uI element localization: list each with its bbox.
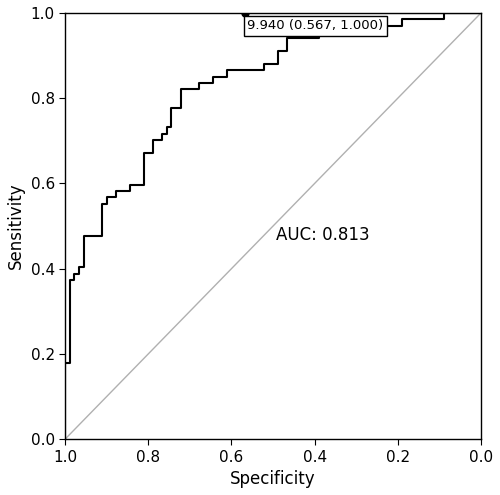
Text: AUC: 0.813: AUC: 0.813	[276, 226, 370, 244]
Text: 9.940 (0.567, 1.000): 9.940 (0.567, 1.000)	[248, 19, 384, 32]
X-axis label: Specificity: Specificity	[230, 470, 316, 488]
Y-axis label: Sensitivity: Sensitivity	[7, 183, 25, 269]
